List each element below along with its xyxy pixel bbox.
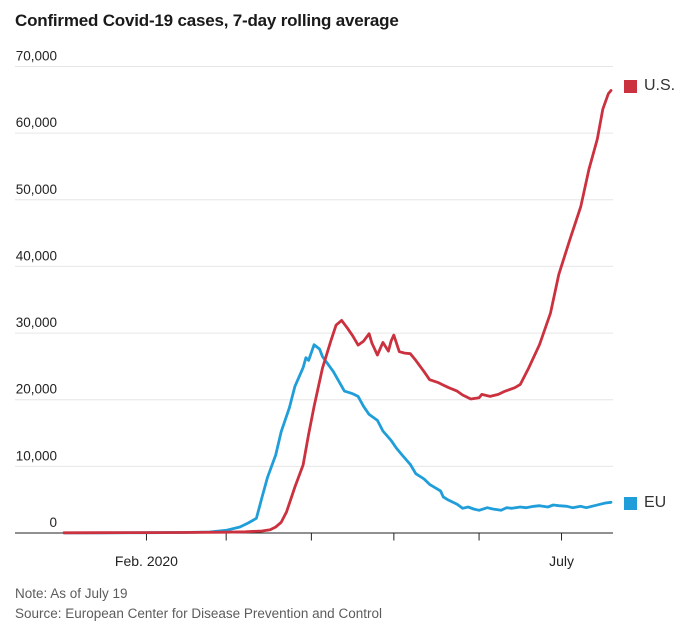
y-tick-label: 70,000 xyxy=(16,49,57,64)
eu-legend-swatch-icon xyxy=(624,496,637,510)
series-line-eu xyxy=(62,343,613,535)
x-tick-label: Feb. 2020 xyxy=(115,553,178,569)
y-tick-label: 0 xyxy=(49,515,57,530)
x-tick-label: July xyxy=(549,553,574,569)
y-tick-label: 20,000 xyxy=(16,382,57,397)
series-line-us xyxy=(62,89,613,535)
eu-legend-label: EU xyxy=(644,494,667,511)
y-tick-label: 40,000 xyxy=(16,248,57,263)
chart-title: Confirmed Covid-19 cases, 7-day rolling … xyxy=(15,11,399,30)
y-tick-label: 50,000 xyxy=(16,182,57,197)
chart-source: Source: European Center for Disease Prev… xyxy=(15,606,382,621)
y-tick-label: 30,000 xyxy=(16,315,57,330)
us-legend-swatch-icon xyxy=(624,79,637,93)
y-tick-label: 10,000 xyxy=(16,448,57,463)
legend-item-eu: EU xyxy=(624,494,666,512)
chart-note: Note: As of July 19 xyxy=(15,586,128,601)
legend-item-us: U.S. xyxy=(624,77,675,95)
y-tick-label: 60,000 xyxy=(16,115,57,130)
us-legend-label: U.S. xyxy=(644,77,676,94)
